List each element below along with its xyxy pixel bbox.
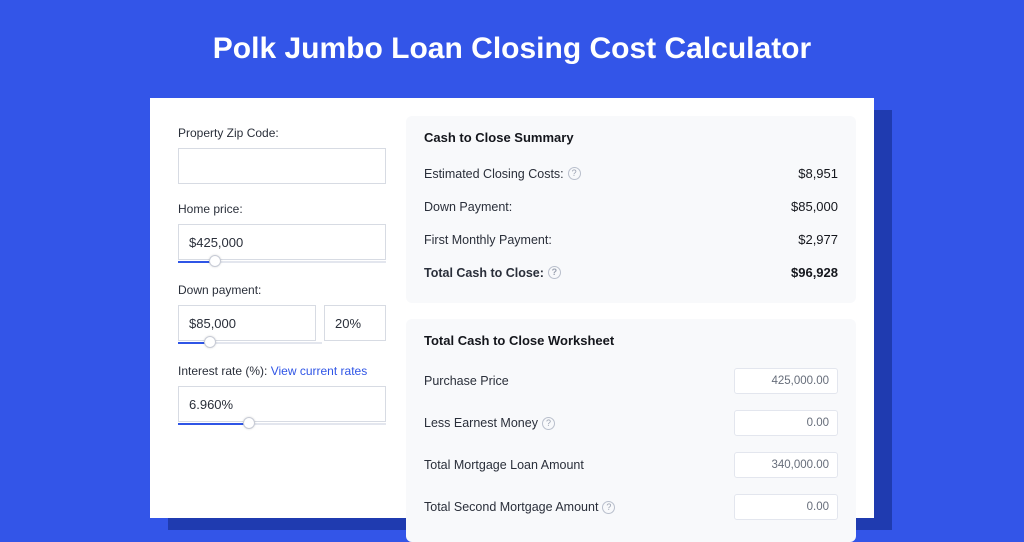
field-zip: Property Zip Code:	[178, 126, 386, 184]
down-payment-pct-input[interactable]	[324, 305, 386, 341]
worksheet-label: Less Earnest Money	[424, 416, 538, 430]
interest-rate-label-row: Interest rate (%): View current rates	[178, 364, 386, 378]
down-payment-input[interactable]	[178, 305, 316, 341]
summary-title: Cash to Close Summary	[424, 130, 838, 145]
home-price-slider-thumb[interactable]	[209, 255, 221, 267]
worksheet-input-earnest-money[interactable]	[734, 410, 838, 436]
home-price-slider[interactable]	[178, 259, 386, 265]
summary-label: Down Payment:	[424, 200, 512, 214]
field-home-price: Home price:	[178, 202, 386, 265]
page-title: Polk Jumbo Loan Closing Cost Calculator	[0, 0, 1024, 90]
summary-label: Estimated Closing Costs:	[424, 167, 564, 181]
worksheet-panel: Total Cash to Close Worksheet Purchase P…	[406, 319, 856, 542]
worksheet-title: Total Cash to Close Worksheet	[424, 333, 838, 348]
zip-label: Property Zip Code:	[178, 126, 386, 140]
interest-rate-input[interactable]	[178, 386, 386, 422]
worksheet-row-purchase-price: Purchase Price	[424, 360, 838, 402]
summary-row-total: Total Cash to Close: ? $96,928	[424, 256, 838, 289]
summary-row-down-payment: Down Payment: $85,000	[424, 190, 838, 223]
summary-value: $8,951	[798, 166, 838, 181]
worksheet-label: Total Mortgage Loan Amount	[424, 458, 584, 472]
down-payment-slider-thumb[interactable]	[204, 336, 216, 348]
down-payment-label: Down payment:	[178, 283, 386, 297]
view-rates-link[interactable]: View current rates	[271, 364, 368, 378]
home-price-input[interactable]	[178, 224, 386, 260]
interest-rate-slider-thumb[interactable]	[243, 417, 255, 429]
summary-total-label: Total Cash to Close:	[424, 266, 544, 280]
field-interest-rate: Interest rate (%): View current rates	[178, 364, 386, 427]
worksheet-row-earnest-money: Less Earnest Money ?	[424, 402, 838, 444]
calculator-card: Property Zip Code: Home price: Down paym…	[150, 98, 874, 518]
interest-rate-label: Interest rate (%):	[178, 364, 267, 378]
help-icon[interactable]: ?	[568, 167, 581, 180]
interest-rate-slider-fill	[178, 423, 249, 425]
worksheet-row-mortgage-amount: Total Mortgage Loan Amount	[424, 444, 838, 486]
home-price-label: Home price:	[178, 202, 386, 216]
field-down-payment: Down payment:	[178, 283, 386, 346]
help-icon[interactable]: ?	[542, 417, 555, 430]
summary-value: $85,000	[791, 199, 838, 214]
summary-label: First Monthly Payment:	[424, 233, 552, 247]
inputs-column: Property Zip Code: Home price: Down paym…	[168, 116, 388, 518]
zip-input[interactable]	[178, 148, 386, 184]
summary-row-first-payment: First Monthly Payment: $2,977	[424, 223, 838, 256]
results-column: Cash to Close Summary Estimated Closing …	[406, 116, 856, 518]
worksheet-row-second-mortgage: Total Second Mortgage Amount ?	[424, 486, 838, 528]
summary-panel: Cash to Close Summary Estimated Closing …	[406, 116, 856, 303]
worksheet-input-second-mortgage[interactable]	[734, 494, 838, 520]
summary-total-value: $96,928	[791, 265, 838, 280]
summary-row-closing-costs: Estimated Closing Costs: ? $8,951	[424, 157, 838, 190]
interest-rate-slider[interactable]	[178, 421, 386, 427]
help-icon[interactable]: ?	[548, 266, 561, 279]
worksheet-input-purchase-price[interactable]	[734, 368, 838, 394]
down-payment-slider[interactable]	[178, 340, 322, 346]
worksheet-input-mortgage-amount[interactable]	[734, 452, 838, 478]
worksheet-label: Purchase Price	[424, 374, 509, 388]
summary-value: $2,977	[798, 232, 838, 247]
